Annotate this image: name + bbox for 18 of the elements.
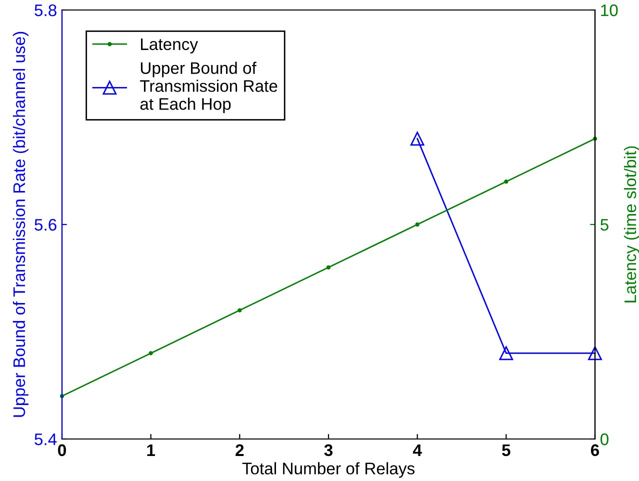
- y-tick-label: 5.6: [34, 218, 56, 231]
- x-tick-label: 6: [590, 444, 600, 456]
- y2-tick-label: 5: [600, 219, 608, 231]
- x-tick-label: 4: [412, 444, 422, 456]
- y2-tick-label: 0: [600, 433, 608, 446]
- y-axis-title: Upper Bound of Transmission Rate (bit/channel use): [12, 32, 28, 417]
- x-tick-label: 2: [236, 444, 244, 456]
- y2-tick-label: 10: [601, 4, 618, 16]
- y2-axis-title: Latency (time slot/bit): [624, 146, 639, 302]
- x-tick-label: 0: [58, 444, 66, 456]
- x-tick-label: 5: [502, 444, 510, 456]
- y-tick-label: 5.8: [34, 4, 56, 16]
- y-tick-label: 5.4: [34, 434, 57, 446]
- x-tick-label: 3: [324, 444, 333, 456]
- legend-label: Upper Bound of Transmission Rate at Each Hop: [140, 62, 278, 114]
- x-axis-title: Total Number of Relays: [242, 462, 415, 478]
- x-tick-label: 1: [147, 444, 156, 456]
- legend-label: Latency: [141, 38, 198, 54]
